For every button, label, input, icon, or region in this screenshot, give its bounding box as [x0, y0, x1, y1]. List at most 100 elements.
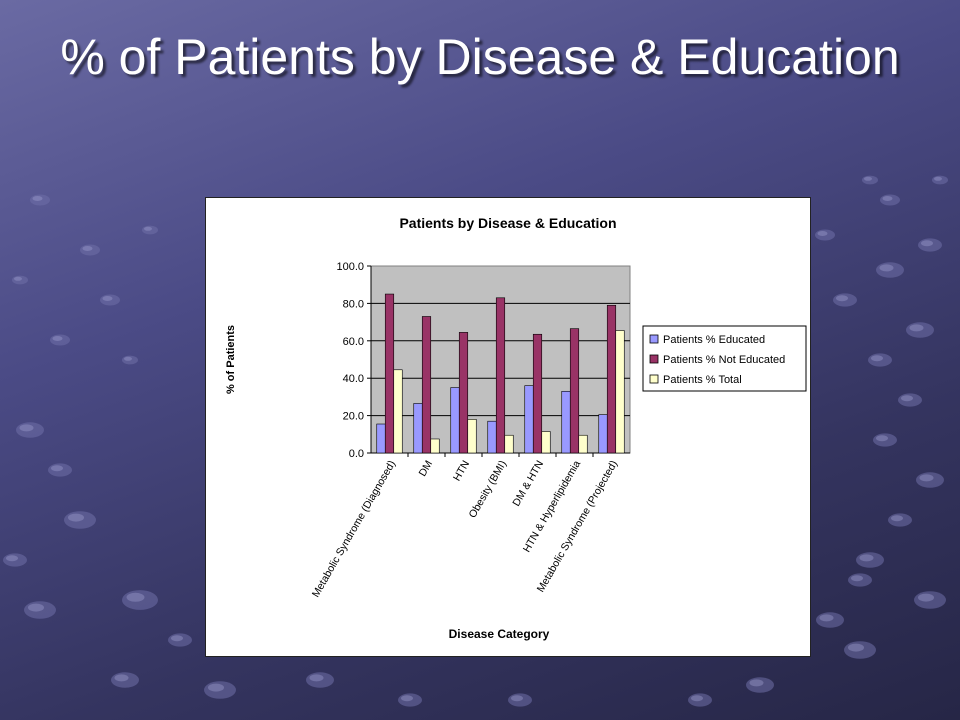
chart-frame: Patients by Disease & Education 0.0 20.0 40…	[205, 197, 811, 657]
decorative-dot-highlight	[124, 356, 132, 361]
x-axis-title: Disease Category	[449, 627, 550, 641]
bar-not-educated	[421, 316, 432, 454]
decorative-dot-highlight	[28, 603, 44, 612]
decorative-dot-highlight	[918, 593, 934, 602]
decorative-dot	[688, 693, 712, 707]
bar-total	[541, 431, 551, 454]
decorative-dot	[844, 641, 876, 659]
decorative-dot-highlight	[817, 231, 828, 236]
decorative-dot-highlight	[859, 554, 874, 562]
decorative-dot	[24, 601, 56, 619]
decorative-dot-highlight	[14, 276, 22, 281]
decorative-dot-highlight	[921, 240, 933, 247]
legend-box	[642, 325, 807, 392]
decorative-dot-highlight	[848, 643, 864, 652]
decorative-dot-highlight	[144, 226, 152, 231]
bar-not-educated	[606, 304, 617, 454]
decorative-dot	[306, 672, 334, 688]
decorative-dot-highlight	[891, 515, 903, 522]
decorative-dot	[204, 681, 236, 699]
slide-title: % of Patients by Disease & Education	[60, 29, 900, 85]
decorative-dot-highlight	[871, 355, 883, 362]
x-tick-label: Metabolic Syndrome (Projected)	[535, 459, 620, 595]
y-tick-label: 40.0	[343, 373, 364, 385]
decorative-dot-highlight	[309, 674, 324, 682]
legend-label: Patients % Not Educated	[663, 354, 785, 366]
decorative-dot	[916, 472, 944, 488]
decorative-dot	[816, 612, 844, 628]
y-tick-label: 0.0	[349, 448, 364, 460]
decorative-dot-highlight	[879, 264, 894, 272]
decorative-dot	[398, 693, 422, 707]
legend-swatch	[649, 334, 659, 344]
x-tick-label: DM & HTN	[510, 459, 546, 509]
bar-total	[615, 330, 625, 454]
bar-educated	[376, 423, 386, 454]
decorative-dot	[64, 511, 96, 529]
bar-total	[504, 434, 514, 454]
decorative-dot-highlight	[836, 295, 848, 302]
decorative-dot-highlight	[208, 683, 224, 692]
decorative-dot	[906, 322, 934, 338]
y-tick-label: 80.0	[343, 298, 364, 310]
bar-not-educated	[569, 328, 580, 454]
decorative-dot-highlight	[934, 176, 942, 181]
bar-educated	[413, 403, 423, 454]
bar-total	[430, 438, 440, 454]
decorative-dot-highlight	[19, 424, 34, 432]
chart-title: Patients by Disease & Education	[399, 215, 616, 231]
decorative-dot-highlight	[919, 474, 934, 482]
x-tick-label: Metabolic Syndrome (Diagnosed)	[310, 459, 398, 600]
decorative-dot	[30, 194, 50, 206]
decorative-dot-highlight	[909, 324, 924, 332]
bar-not-educated	[532, 333, 543, 454]
decorative-dot	[80, 244, 100, 256]
decorative-dot	[746, 677, 774, 693]
decorative-dot-highlight	[52, 336, 63, 341]
decorative-dot-highlight	[901, 395, 913, 402]
decorative-dot	[876, 262, 904, 278]
decorative-dot	[848, 573, 872, 587]
bar-educated	[598, 414, 608, 454]
decorative-dot	[833, 293, 857, 307]
decorative-dot-highlight	[102, 296, 113, 301]
legend-label: Patients % Educated	[663, 334, 765, 346]
decorative-dot-highlight	[401, 695, 413, 702]
decorative-dot	[48, 463, 72, 477]
x-tick-label: Obesity (BMI)	[467, 459, 509, 521]
decorative-dot-highlight	[819, 614, 834, 622]
decorative-dot-highlight	[864, 176, 872, 181]
decorative-dot	[12, 275, 28, 285]
bar-educated	[561, 390, 571, 454]
decorative-dot-highlight	[749, 679, 764, 687]
decorative-dot	[918, 238, 942, 252]
decorative-dot-highlight	[851, 575, 863, 582]
decorative-dot	[914, 591, 946, 609]
decorative-dot	[508, 693, 532, 707]
bar-not-educated	[458, 332, 469, 454]
bar-chart: Patients by Disease & Education 0.0 20.0 40…	[225, 215, 807, 641]
bar-total	[467, 419, 477, 454]
decorative-dot	[868, 353, 892, 367]
decorative-dot	[856, 552, 884, 568]
decorative-dot	[815, 229, 835, 241]
y-axis-title: % of Patients	[225, 325, 237, 394]
bar-educated	[524, 385, 534, 454]
decorative-dot	[888, 513, 912, 527]
decorative-dot	[142, 225, 158, 235]
decorative-dot-highlight	[114, 674, 129, 682]
x-tick-label: HTN	[451, 459, 472, 484]
decorative-dot	[50, 334, 70, 346]
bar-educated	[450, 387, 460, 454]
decorative-dot	[932, 175, 948, 185]
bar-total	[578, 434, 588, 454]
decorative-dot	[100, 294, 120, 306]
decorative-dot-highlight	[876, 435, 888, 442]
decorative-dot-highlight	[51, 465, 63, 472]
decorative-dot-highlight	[171, 635, 183, 642]
decorative-dot	[168, 633, 192, 647]
decorative-dot-highlight	[691, 695, 703, 702]
y-tick-label: 20.0	[343, 411, 364, 423]
decorative-dot-highlight	[511, 695, 523, 702]
